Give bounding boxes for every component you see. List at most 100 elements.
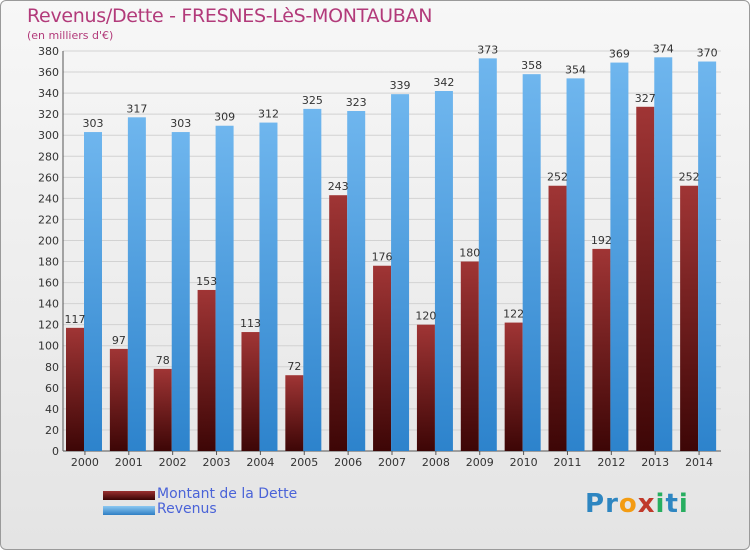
revenue-value-label: 354: [565, 63, 586, 76]
y-tick-label: 80: [45, 361, 59, 374]
revenue-bar: [391, 94, 410, 451]
y-tick-label: 300: [38, 129, 59, 142]
y-tick-label: 20: [45, 424, 59, 437]
y-tick-label: 200: [38, 234, 59, 247]
x-tick-label: 2001: [115, 456, 143, 469]
y-tick-label: 360: [38, 66, 59, 79]
debt-value-label: 117: [65, 313, 86, 326]
y-tick-label: 40: [45, 403, 59, 416]
debt-value-label: 113: [240, 317, 261, 330]
revenue-bar: [610, 62, 629, 451]
x-tick-label: 2012: [597, 456, 625, 469]
x-tick-label: 2010: [510, 456, 538, 469]
revenue-value-label: 342: [433, 76, 454, 89]
legend-label-dette: Montant de la Dette: [157, 486, 298, 502]
revenue-bar: [698, 61, 717, 452]
x-tick-label: 2009: [466, 456, 494, 469]
debt-bar: [109, 348, 128, 451]
revenue-value-label: 325: [302, 94, 323, 107]
debt-bar: [504, 322, 523, 451]
revenue-value-label: 323: [346, 96, 367, 109]
debt-value-label: 192: [591, 234, 612, 247]
y-tick-label: 220: [38, 213, 59, 226]
y-tick-label: 140: [38, 298, 59, 311]
debt-bar: [548, 185, 567, 451]
debt-value-label: 243: [328, 180, 349, 193]
y-tick-label: 380: [38, 45, 59, 58]
logo-letter: P: [585, 489, 606, 519]
x-tick-label: 2008: [422, 456, 450, 469]
chart-title: Revenus/Dette - FRESNES-LèS-MONTAUBAN: [27, 5, 433, 27]
legend-swatch-revenus: [103, 506, 155, 515]
revenue-value-label: 374: [653, 42, 674, 55]
debt-value-label: 78: [156, 354, 170, 367]
logo-letter: i: [678, 489, 689, 519]
debt-value-label: 252: [679, 171, 700, 184]
axis-layer: 0 20 40 60 80 100 120 140 160 180 200 220 240 260 280 3…: [38, 45, 721, 469]
x-tick-label: 2002: [159, 456, 187, 469]
revenue-bar: [654, 57, 673, 451]
x-tick-label: 2013: [641, 456, 669, 469]
revenue-bar: [303, 108, 322, 451]
revenue-value-label: 339: [390, 79, 411, 92]
x-tick-label: 2003: [203, 456, 231, 469]
logo-letter: x: [637, 489, 656, 519]
label-layer: 117 303 97 317 78 303 153 309 113 312 72 325 243 323 1…: [65, 42, 718, 373]
revenue-value-label: 312: [258, 108, 279, 121]
revenue-bar: [434, 91, 453, 451]
debt-bar: [66, 327, 84, 451]
debt-value-label: 252: [547, 171, 568, 184]
y-tick-label: 0: [52, 445, 59, 458]
logo-letter: r: [605, 489, 619, 519]
debt-value-label: 120: [415, 310, 436, 323]
y-tick-label: 340: [38, 87, 59, 100]
revenue-bar: [259, 122, 278, 451]
y-tick-label: 320: [38, 108, 59, 121]
bar-layer: [66, 57, 717, 452]
debt-bar: [285, 375, 304, 451]
revenue-value-label: 303: [83, 117, 104, 130]
revenue-value-label: 370: [697, 47, 718, 60]
revenue-value-label: 373: [477, 43, 498, 56]
revenue-bar: [171, 132, 190, 452]
y-tick-label: 240: [38, 192, 59, 205]
debt-value-label: 122: [503, 308, 524, 321]
revenue-value-label: 303: [170, 117, 191, 130]
proxiti-logo: Proxiti: [585, 489, 689, 519]
y-tick-label: 60: [45, 382, 59, 395]
revenue-value-label: 317: [126, 102, 147, 115]
debt-bar: [153, 368, 172, 451]
debt-bar: [416, 324, 435, 451]
debt-bar: [329, 195, 348, 451]
debt-bar: [680, 185, 699, 451]
revenue-bar: [522, 74, 541, 451]
revenue-value-label: 358: [521, 59, 542, 72]
debt-bar: [197, 289, 216, 451]
legend-swatch-dette: [103, 491, 155, 500]
y-tick-label: 180: [38, 256, 59, 269]
chart-subtitle: (en milliers d'€): [27, 29, 114, 42]
x-tick-label: 2006: [334, 456, 362, 469]
logo-letter: t: [665, 489, 679, 519]
x-tick-label: 2000: [71, 456, 99, 469]
debt-value-label: 176: [372, 251, 393, 264]
x-tick-label: 2011: [553, 456, 581, 469]
y-tick-label: 260: [38, 171, 59, 184]
revenue-bar: [347, 111, 366, 451]
revenue-bar: [84, 132, 102, 452]
revenue-bar: [215, 125, 234, 451]
y-tick-label: 100: [38, 340, 59, 353]
x-tick-label: 2004: [246, 456, 274, 469]
revenue-value-label: 369: [609, 48, 630, 61]
y-tick-label: 280: [38, 150, 59, 163]
logo-letter: i: [655, 489, 666, 519]
debt-bar: [460, 261, 479, 451]
revenue-value-label: 309: [214, 111, 235, 124]
debt-value-label: 180: [459, 247, 480, 260]
x-tick-label: 2014: [685, 456, 713, 469]
debt-value-label: 97: [112, 334, 126, 347]
debt-bar: [636, 106, 655, 451]
legend-label-revenus: Revenus: [157, 501, 217, 517]
